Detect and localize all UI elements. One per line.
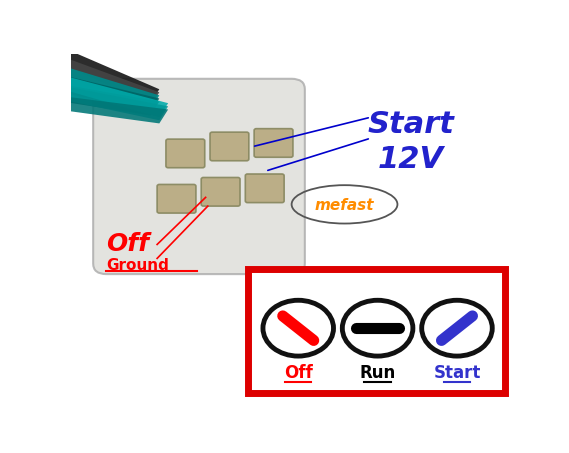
Polygon shape [62, 75, 168, 117]
Polygon shape [62, 75, 159, 112]
Text: Run: Run [360, 364, 395, 381]
Text: Start: Start [433, 364, 481, 381]
FancyBboxPatch shape [248, 269, 505, 393]
Polygon shape [62, 96, 168, 123]
Text: mefast: mefast [315, 198, 374, 212]
Polygon shape [62, 57, 159, 106]
FancyBboxPatch shape [210, 132, 249, 161]
Polygon shape [62, 84, 159, 116]
FancyBboxPatch shape [157, 184, 196, 213]
FancyBboxPatch shape [166, 139, 205, 168]
Text: Ground: Ground [106, 258, 170, 273]
Text: 12V: 12V [378, 145, 444, 173]
Text: Start: Start [367, 110, 454, 139]
Polygon shape [62, 86, 168, 120]
Polygon shape [62, 48, 159, 103]
Text: Off: Off [106, 232, 150, 256]
FancyBboxPatch shape [245, 174, 284, 202]
Polygon shape [62, 66, 159, 109]
FancyBboxPatch shape [93, 79, 305, 274]
FancyBboxPatch shape [201, 178, 240, 206]
Text: Off: Off [284, 364, 312, 381]
FancyBboxPatch shape [254, 129, 293, 157]
